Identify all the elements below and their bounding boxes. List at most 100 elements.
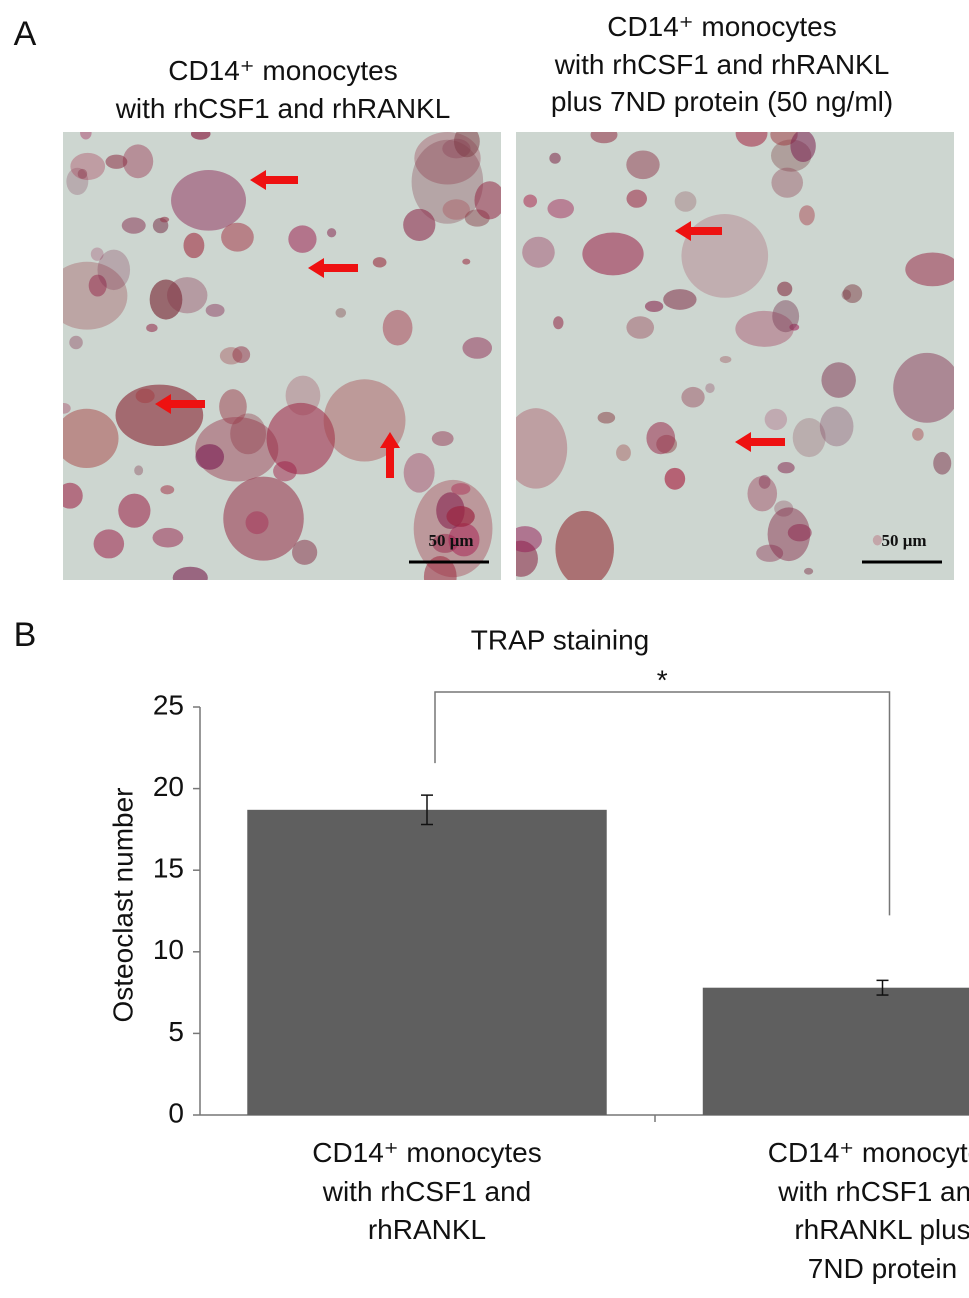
cell — [719, 355, 732, 364]
cell — [772, 300, 800, 333]
cell — [912, 428, 924, 441]
cell — [63, 482, 83, 509]
cell — [223, 476, 304, 561]
significance-bracket — [434, 691, 891, 916]
cell — [442, 138, 471, 159]
cell — [462, 258, 471, 265]
cell — [382, 309, 413, 346]
cell — [516, 408, 568, 489]
cell — [555, 510, 614, 580]
cell — [69, 335, 83, 350]
cell — [105, 154, 128, 169]
significance-marker: * — [657, 664, 668, 695]
cell — [448, 522, 480, 557]
cell — [674, 191, 697, 212]
cell — [774, 500, 794, 517]
cell — [664, 467, 686, 490]
arrow — [308, 258, 358, 278]
cells — [516, 132, 954, 580]
cell — [553, 316, 564, 330]
cell — [80, 132, 92, 140]
cell — [756, 544, 784, 562]
cell — [195, 444, 225, 470]
cell — [171, 170, 247, 231]
cell — [462, 337, 493, 359]
cell — [777, 281, 793, 297]
cell — [644, 300, 664, 312]
cell — [777, 462, 795, 474]
cell — [442, 199, 470, 220]
cell — [411, 139, 484, 224]
error-bar — [421, 794, 433, 826]
cell — [93, 529, 125, 559]
cell — [219, 389, 247, 425]
micrograph — [516, 132, 954, 580]
cell — [190, 132, 211, 140]
cell — [159, 216, 170, 223]
x-tick-label: CD14⁺ monocytes with rhCSF1 and rhRANKL — [312, 1137, 542, 1245]
cell — [453, 132, 480, 158]
cell — [266, 402, 335, 475]
cell — [893, 352, 954, 423]
cell — [372, 257, 387, 268]
cell — [232, 346, 251, 364]
cell — [872, 535, 882, 546]
cell — [219, 347, 243, 365]
cell — [183, 232, 205, 259]
cell — [681, 214, 769, 298]
cell — [451, 483, 471, 495]
y-tick-label: 5 — [168, 1016, 184, 1047]
cell — [403, 452, 435, 493]
cell — [799, 205, 815, 226]
bar — [702, 987, 969, 1115]
y-tick-label: 10 — [153, 934, 184, 965]
cell — [474, 181, 501, 220]
cell — [789, 323, 800, 331]
cell — [230, 413, 267, 455]
cell — [626, 189, 647, 208]
cell — [134, 465, 144, 476]
cell — [431, 431, 454, 447]
cell — [597, 411, 616, 424]
cell — [522, 236, 555, 268]
cell — [335, 307, 347, 318]
cell — [292, 539, 318, 565]
cell — [97, 249, 131, 291]
cell — [135, 388, 155, 404]
cell — [403, 208, 436, 241]
cells — [63, 132, 501, 580]
cell — [764, 408, 788, 431]
cell — [285, 375, 321, 416]
cell — [735, 310, 794, 347]
cell — [582, 232, 644, 276]
scale-bar-label: 50 μm — [881, 531, 926, 550]
cell — [149, 279, 183, 320]
arrow — [250, 170, 298, 190]
y-axis-label: Osteoclast number — [107, 788, 138, 1023]
panel-label: A — [14, 15, 37, 53]
cell — [63, 408, 119, 468]
cell — [326, 228, 337, 238]
cell — [172, 566, 208, 580]
cell — [626, 150, 660, 180]
cell — [221, 222, 254, 252]
arrow — [735, 432, 785, 452]
cell — [792, 417, 826, 458]
cell — [288, 225, 317, 253]
cell — [933, 451, 952, 475]
cell — [152, 527, 184, 548]
image-title: CD14⁺ monocytes with rhCSF1 and rhRANKL … — [550, 11, 894, 117]
cell — [626, 316, 655, 339]
cell — [63, 402, 71, 414]
cell — [842, 284, 863, 304]
cell — [115, 384, 204, 447]
arrow — [675, 221, 722, 241]
cell — [146, 323, 158, 333]
arrow — [155, 394, 205, 414]
image-title: CD14⁺ monocytes with rhCSF1 and rhRANKL — [115, 55, 451, 124]
cell — [590, 132, 618, 144]
y-tick-label: 25 — [153, 689, 184, 720]
cell — [681, 386, 705, 408]
cell — [735, 132, 768, 147]
